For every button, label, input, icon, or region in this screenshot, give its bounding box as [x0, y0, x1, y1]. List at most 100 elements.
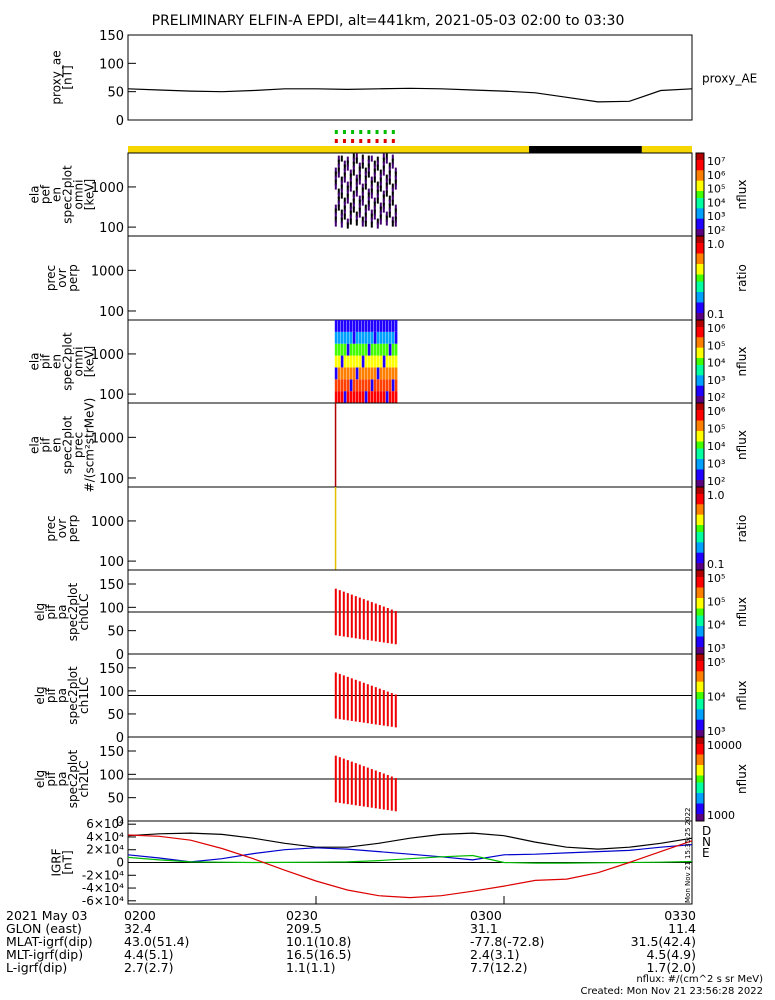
spectrogram-pixel: [361, 391, 365, 403]
spectrogram-pixel: [352, 331, 356, 344]
spectrogram-pixel: [376, 391, 380, 403]
spectrogram-pixel: [367, 188, 370, 195]
spectrogram-pixel: [361, 379, 365, 392]
spectrogram-pixel: [349, 214, 352, 221]
spectrogram-pixel: [376, 379, 380, 392]
spectrogram-pixel: [346, 185, 349, 192]
pef_en_omni-frame: [127, 152, 693, 237]
spectrogram-pixel: [385, 343, 389, 356]
spectrogram-pixel: [355, 153, 358, 160]
spectrogram-pixel: [355, 174, 358, 181]
prec_ovr_perp_i-colorbar-cell: [696, 556, 704, 561]
spectrogram-pixel: [340, 331, 344, 344]
spectrogram-pixel: [352, 379, 356, 392]
state-marker-green: [359, 130, 363, 134]
spectrogram-pixel: [391, 158, 394, 165]
spectrogram-pixel: [334, 167, 337, 174]
spectrogram-pixel: [370, 320, 374, 332]
spectrogram-pixel: [340, 155, 343, 162]
prec_ovr_perp_e-colorbar-cell: [696, 313, 704, 317]
spectrogram-pixel: [346, 343, 350, 356]
pif_en_omni-colorbar-cell: [696, 392, 704, 397]
pef_en_omni-colorbar-cell: [696, 180, 704, 185]
prec_ovr_perp_e-colorbar-tick: 0.1: [707, 308, 725, 321]
pa-spectrogram-stripe: [382, 773, 385, 810]
spectrogram-pixel: [370, 221, 373, 228]
spectrogram-pixel: [334, 343, 338, 356]
prec_ovr_perp_e-colorbar-cell: [696, 316, 704, 321]
spectrogram-pixel: [388, 379, 392, 392]
prec_ovr_perp_e-colorbar-cell: [696, 250, 704, 254]
prec_ovr_perp_i-colorbar-cell: [696, 545, 704, 550]
spectrogram-pixel: [394, 220, 397, 227]
spectrogram-pixel: [373, 391, 377, 403]
pa_ch1LC-colorbar-cell: [696, 730, 704, 735]
ephemeris-value: 11.4: [668, 921, 696, 936]
spectrogram-pixel: [340, 221, 343, 228]
prec_ovr_perp_i-colorbar-cell: [696, 542, 704, 547]
pif_en_prec-colorbar-tick: 10²: [707, 475, 725, 488]
spectrogram-pixel: [340, 320, 344, 332]
state-segment: [529, 146, 642, 153]
spectrogram-pixel: [379, 355, 383, 368]
spectrogram-pixel: [391, 216, 394, 223]
igrf-legend-E: E: [702, 846, 710, 860]
plot-title: PRELIMINARY ELFIN-A EPDI, alt=441km, 202…: [152, 13, 625, 29]
spectrogram-pixel: [361, 220, 364, 227]
state-marker-red: [367, 139, 371, 143]
pa_ch0LC-colorbar-cell: [696, 619, 704, 623]
spectrogram-pixel: [361, 195, 364, 202]
spectrogram-pixel: [379, 320, 383, 332]
pa_ch2LC-colorbar-cell: [696, 789, 704, 794]
spectrogram-pixel: [379, 202, 382, 209]
spectrogram-pixel: [367, 159, 370, 166]
spectrogram-pixel: [385, 174, 388, 181]
pa_ch1LC-colorbar-cell: [696, 660, 704, 665]
pa_ch1LC-colorbar-cell: [696, 702, 704, 707]
pif_en_prec-colorbar-cell: [696, 473, 704, 477]
spectrogram-pixel: [379, 210, 382, 217]
spectrogram-pixel: [343, 367, 347, 380]
prec_ovr_perp_i-ylabel: precovrperp: [44, 515, 80, 543]
pa_ch1LC-ytick-label: 50: [107, 708, 124, 723]
pa_ch0LC-colorbar-cell: [696, 636, 704, 641]
pa_ch2LC-ytick-label: 150: [99, 745, 124, 760]
spectrogram-pixel: [358, 199, 361, 206]
ephemeris-value: -77.8(-72.8): [470, 934, 545, 949]
pif_en_omni-colorbar-cell: [696, 326, 704, 331]
pif_en_omni-colorbar-label: nflux: [735, 347, 749, 377]
spectrogram-pixel: [340, 209, 343, 216]
spectrogram-pixel: [385, 367, 389, 380]
spectrogram-pixel: [367, 391, 371, 403]
spectrogram-pixel: [388, 203, 391, 210]
spectrogram-pixel: [364, 171, 367, 178]
spectrogram-pixel: [361, 355, 365, 368]
spectrogram-pixel: [391, 199, 394, 206]
ephemeris-value: 10.1(10.8): [286, 934, 352, 949]
pa_ch0LC-colorbar-cell: [696, 587, 704, 592]
spectrogram-pixel: [340, 184, 343, 191]
state-marker-red: [375, 139, 379, 143]
spectrogram-pixel: [376, 156, 379, 163]
pif_en_prec-colorbar-cell: [696, 459, 704, 463]
prec_ovr_perp_i-colorbar-cell: [696, 559, 704, 564]
pif_en_omni-colorbar-cell: [696, 399, 704, 404]
spectrogram-pixel: [352, 355, 356, 368]
spectrogram-pixel: [364, 331, 368, 344]
ephemeris-value: 0330: [664, 908, 696, 923]
spectrogram-pixel: [376, 331, 380, 344]
spectrogram-pixel: [346, 189, 349, 196]
pif_en_omni-colorbar-cell: [696, 344, 704, 349]
pif_en_omni-colorbar-cell: [696, 364, 704, 369]
spectrogram-pixel: [367, 379, 371, 392]
pef_en_omni-colorbar-cell: [696, 222, 704, 227]
pa_ch1LC-colorbar-cell: [696, 654, 704, 658]
prec_ovr_perp_e-colorbar-cell: [696, 267, 704, 272]
spectrogram-pixel: [334, 355, 338, 368]
pif_en_prec-colorbar-cell: [696, 438, 704, 442]
ephemeris-value: 43.0(51.4): [124, 934, 190, 949]
spectrogram-pixel: [367, 155, 370, 162]
pef_en_omni-colorbar-cell: [696, 187, 704, 192]
spectrogram-pixel: [370, 209, 373, 216]
spectrogram-pixel: [373, 197, 376, 204]
